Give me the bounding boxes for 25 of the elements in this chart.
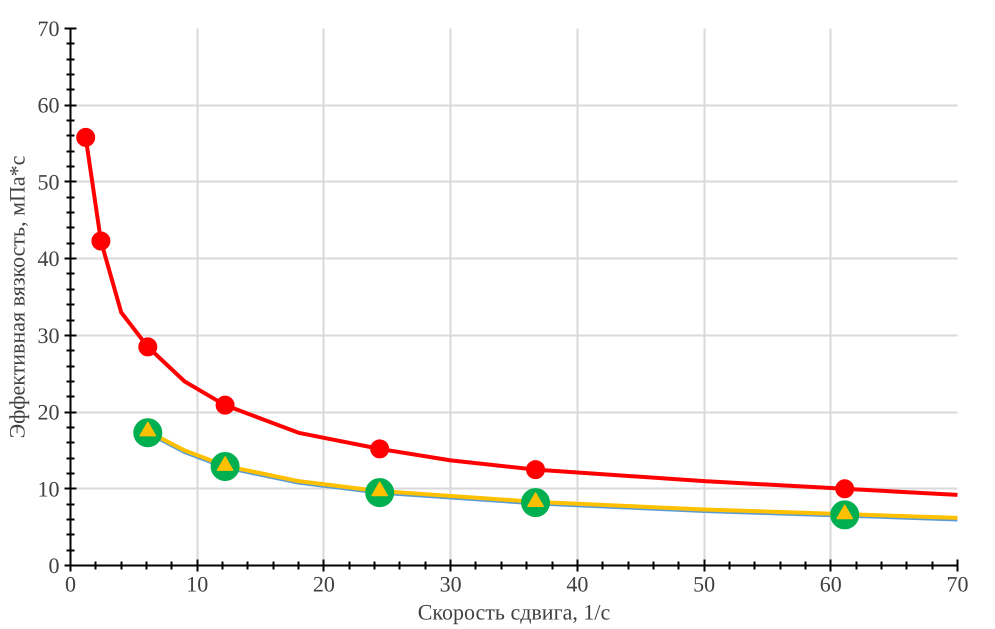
point — [76, 128, 96, 147]
point — [835, 479, 854, 498]
x-tick-label: 20 — [312, 572, 335, 596]
point — [91, 232, 110, 250]
point — [370, 439, 390, 458]
y-tick-label: 0 — [48, 553, 60, 578]
x-tick-label: 10 — [186, 572, 208, 596]
y-tick-label: 50 — [38, 169, 60, 194]
point — [216, 396, 235, 415]
x-tick-label: 50 — [693, 572, 716, 596]
y-tick-label: 70 — [38, 16, 60, 41]
point — [526, 460, 546, 480]
x-tick-label: 70 — [946, 572, 968, 596]
x-axis-title: Скорость сдвига, 1/с — [418, 600, 610, 624]
x-tick-label: 30 — [440, 572, 462, 596]
point — [138, 337, 158, 356]
y-tick-label: 60 — [38, 92, 60, 118]
x-tick-label: 60 — [820, 572, 842, 596]
y-tick-label: 10 — [38, 476, 60, 502]
x-tick-label: 40 — [566, 572, 588, 596]
y-tick-label: 30 — [38, 322, 60, 348]
y-axis-title: Эффективная вязкость, мПа*с — [4, 155, 30, 438]
x-tick-label: 0 — [65, 572, 76, 596]
y-tick-label: 20 — [38, 400, 60, 425]
y-tick-label: 40 — [38, 246, 60, 272]
